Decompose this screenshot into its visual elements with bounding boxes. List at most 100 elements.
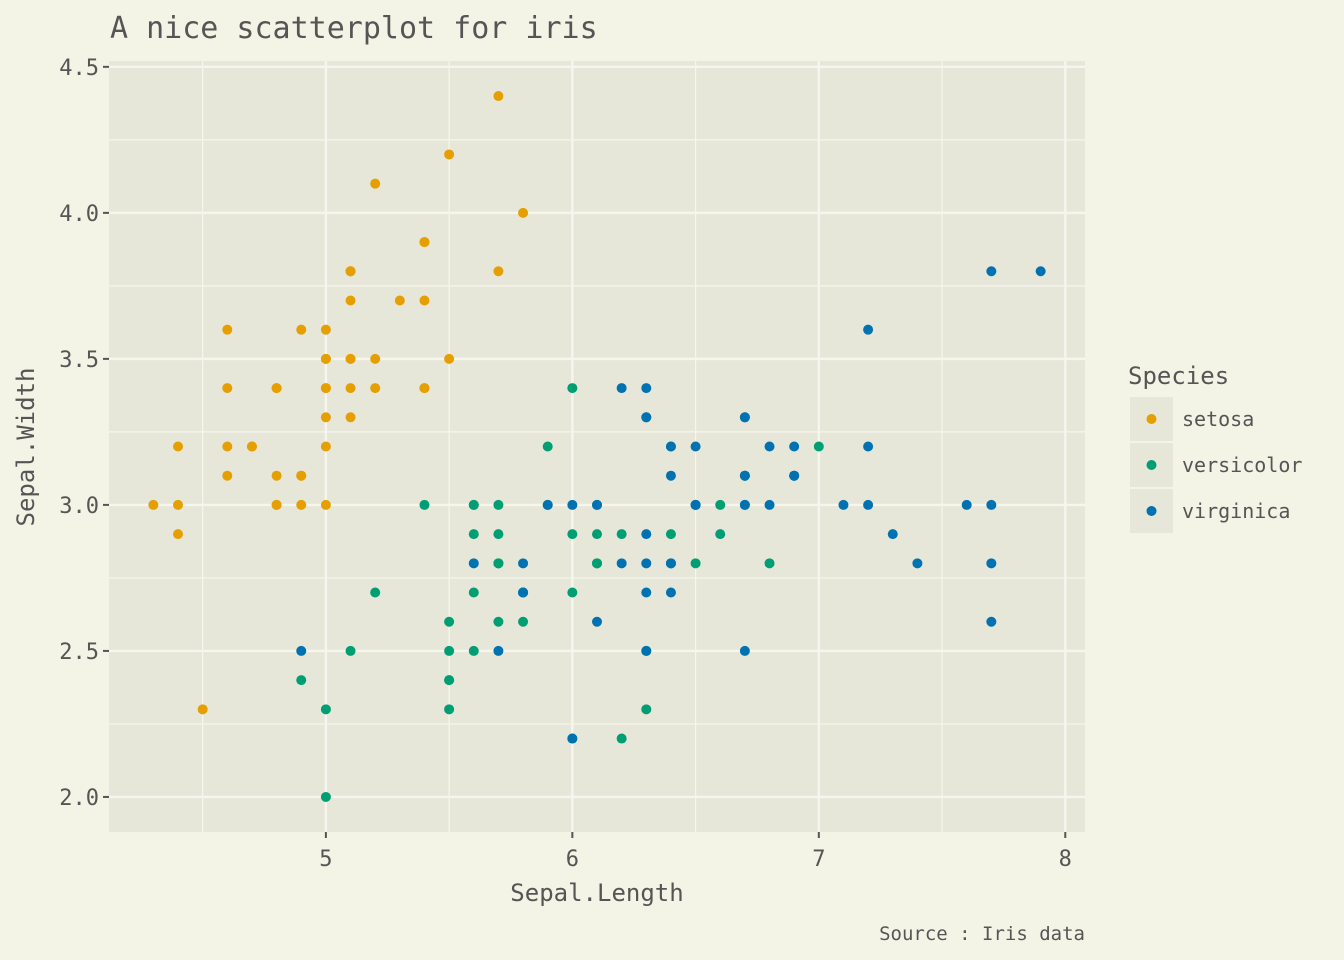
- legend-label-setosa: setosa: [1182, 407, 1254, 431]
- versicolor-point: [542, 441, 553, 452]
- setosa-point: [296, 470, 307, 481]
- virginica-point: [764, 499, 775, 510]
- versicolor-point: [616, 733, 627, 744]
- versicolor-point: [592, 529, 602, 540]
- x-tick-label: 8: [1059, 847, 1072, 872]
- virginica-point: [739, 412, 750, 423]
- chart-title: A nice scatterplot for iris: [110, 11, 598, 46]
- x-axis-title: Sepal.Length: [510, 879, 683, 907]
- versicolor-point: [715, 499, 726, 510]
- virginica-point: [912, 558, 923, 569]
- setosa-point: [222, 324, 233, 335]
- x-tick-label: 6: [566, 847, 579, 872]
- setosa-point: [320, 441, 331, 452]
- plot-panel: [109, 61, 1085, 832]
- versicolor-point: [468, 587, 479, 598]
- virginica-point: [764, 441, 775, 452]
- setosa-point: [197, 704, 208, 715]
- versicolor-point: [567, 383, 578, 394]
- setosa-point: [222, 383, 233, 394]
- versicolor-point: [444, 704, 455, 715]
- virginica-point: [789, 441, 800, 452]
- versicolor-point: [370, 587, 381, 598]
- versicolor-point: [813, 441, 824, 452]
- setosa-point: [222, 470, 233, 481]
- virginica-point: [863, 324, 874, 335]
- virginica-point: [838, 499, 849, 510]
- versicolor-point: [444, 675, 455, 686]
- x-tick-label: 5: [319, 847, 332, 872]
- versicolor-point: [715, 529, 726, 540]
- y-tick-label: 2.5: [59, 640, 99, 665]
- virginica-point: [789, 470, 800, 481]
- versicolor-point: [764, 558, 775, 569]
- legend-symbol-setosa: [1146, 414, 1157, 424]
- setosa-point: [493, 266, 504, 277]
- virginica-point: [986, 266, 997, 277]
- virginica-point: [961, 499, 972, 510]
- legend-title: Species: [1128, 362, 1229, 390]
- versicolor-point: [567, 587, 578, 598]
- versicolor-point: [419, 499, 430, 510]
- setosa-point: [370, 178, 381, 189]
- virginica-point: [296, 645, 307, 656]
- legend-symbol-virginica: [1146, 506, 1157, 516]
- virginica-point: [665, 441, 676, 452]
- versicolor-point: [641, 704, 652, 715]
- versicolor-point: [665, 529, 676, 540]
- setosa-point: [419, 237, 430, 248]
- versicolor-point: [320, 704, 331, 715]
- setosa-point: [271, 499, 282, 510]
- versicolor-point: [592, 558, 602, 569]
- y-tick-label: 4.0: [59, 202, 99, 227]
- virginica-point: [665, 558, 676, 569]
- versicolor-point: [567, 529, 578, 540]
- setosa-point: [320, 383, 331, 394]
- legend-label-versicolor: versicolor: [1182, 453, 1302, 477]
- virginica-point: [986, 499, 997, 510]
- virginica-point: [739, 470, 750, 481]
- setosa-point: [345, 266, 356, 277]
- versicolor-point: [444, 645, 455, 656]
- x-axis: 5 6 7 8: [319, 832, 1072, 872]
- virginica-point: [863, 499, 874, 510]
- versicolor-point: [468, 499, 479, 510]
- virginica-point: [641, 383, 652, 394]
- virginica-point: [468, 558, 479, 569]
- virginica-point: [739, 499, 750, 510]
- versicolor-point: [616, 529, 627, 540]
- setosa-point: [246, 441, 257, 452]
- y-axis-title: Sepal.Width: [12, 368, 40, 527]
- virginica-point: [592, 499, 602, 510]
- virginica-point: [518, 587, 529, 598]
- versicolor-point: [320, 791, 331, 802]
- y-tick-label: 2.0: [59, 786, 99, 811]
- setosa-point: [173, 529, 184, 540]
- setosa-point: [320, 412, 331, 423]
- y-tick-label: 3.0: [59, 494, 99, 519]
- y-tick-label: 4.5: [59, 56, 99, 81]
- y-axis: 2.0 2.5 3.0 3.5 4.0 4.5: [59, 56, 109, 811]
- versicolor-point: [493, 529, 504, 540]
- virginica-point: [567, 733, 578, 744]
- virginica-point: [641, 587, 652, 598]
- virginica-point: [616, 558, 627, 569]
- setosa-point: [493, 91, 504, 102]
- versicolor-point: [444, 616, 455, 627]
- setosa-point: [320, 324, 331, 335]
- setosa-point: [173, 441, 184, 452]
- setosa-point: [271, 383, 282, 394]
- setosa-point: [222, 441, 233, 452]
- virginica-point: [665, 470, 676, 481]
- virginica-point: [641, 529, 652, 540]
- setosa-point: [345, 412, 356, 423]
- setosa-point: [345, 295, 356, 306]
- virginica-point: [986, 558, 997, 569]
- setosa-point: [148, 499, 159, 510]
- virginica-point: [690, 441, 701, 452]
- virginica-point: [690, 499, 701, 510]
- virginica-point: [616, 383, 627, 394]
- virginica-point: [739, 645, 750, 656]
- setosa-point: [518, 207, 529, 218]
